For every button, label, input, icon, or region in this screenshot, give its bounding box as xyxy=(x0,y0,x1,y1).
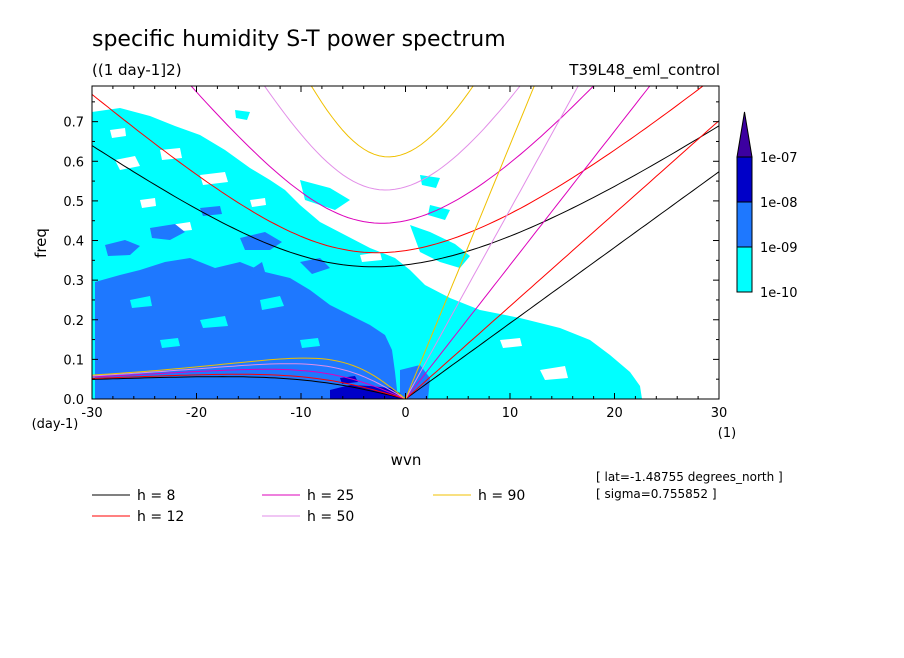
x-tick-label: -10 xyxy=(290,406,311,421)
y-tick-label: 0.7 xyxy=(63,116,84,131)
y-tick-label: 0.0 xyxy=(63,393,84,408)
run-label: T39L48_eml_control xyxy=(568,61,720,80)
colorbar-label-4: 1e-07 xyxy=(760,151,798,166)
legend-label-h50: h = 50 xyxy=(307,509,354,525)
sigma-annotation: [ sigma=0.755852 ] xyxy=(596,487,717,501)
y-axis-label: freq xyxy=(32,228,50,258)
inertia-gravity-curve-h90 xyxy=(310,86,474,158)
contour-level-1e-08 xyxy=(330,376,402,399)
colorbar-arrow xyxy=(736,111,753,158)
x-tick-label: -30 xyxy=(81,406,102,421)
x-axis-label: wvn xyxy=(391,451,422,469)
contour-gaps xyxy=(110,128,568,380)
legend: h = 8 h = 12 h = 25 h = 50 h = 90 xyxy=(92,488,525,525)
x-tick-label: 30 xyxy=(711,406,728,421)
x-axis: -30 -20 -10 0 10 20 30 xyxy=(81,86,727,421)
colorbar-segment-2 xyxy=(736,201,753,248)
y-unit-label: (day-1) xyxy=(32,417,79,432)
y-tick-label: 0.6 xyxy=(63,155,84,170)
rossby-curve-h8 xyxy=(92,376,406,399)
colorbar: 1e-10 1e-09 1e-08 1e-07 xyxy=(736,111,798,301)
x-tick-label: -20 xyxy=(186,406,207,421)
colorbar-label-2: 1e-09 xyxy=(760,241,798,256)
rossby-curve-h25 xyxy=(92,368,406,399)
kelvin-curve-h8 xyxy=(405,171,719,399)
colorbar-segment-3 xyxy=(736,156,753,203)
rossby-curve-h90 xyxy=(92,357,406,399)
y-tick-label: 0.1 xyxy=(63,353,84,368)
x-tick-label: 0 xyxy=(401,406,409,421)
latitude-annotation: [ lat=-1.48755 degrees_north ] xyxy=(596,470,783,484)
colorbar-label-1: 1e-10 xyxy=(760,286,798,301)
contour-fill-layer xyxy=(92,108,642,399)
rossby-curve-h50 xyxy=(92,363,406,399)
inertia-gravity-curve-h8 xyxy=(92,125,719,268)
y-tick-label: 0.2 xyxy=(63,314,84,329)
kelvin-curve-h90 xyxy=(405,86,535,399)
y-axis: 0.0 0.1 0.2 0.3 0.4 0.5 0.6 0.7 xyxy=(63,101,719,408)
legend-label-h12: h = 12 xyxy=(137,509,184,525)
y-tick-label: 0.5 xyxy=(63,195,84,210)
chart-subtitle: ((1 day-1]2) xyxy=(92,61,182,79)
x-tick-label: 10 xyxy=(502,406,519,421)
contour-level-1e-10-holes xyxy=(130,296,320,348)
x-unit-label: (1) xyxy=(718,426,736,441)
kelvin-curve-h12 xyxy=(405,120,719,399)
legend-label-h90: h = 90 xyxy=(478,488,525,504)
rossby-curve-h12 xyxy=(92,373,406,399)
kelvin-curve-h50 xyxy=(405,86,579,399)
legend-label-h8: h = 8 xyxy=(137,488,175,504)
legend-label-h25: h = 25 xyxy=(307,488,354,504)
inertia-gravity-curve-h50 xyxy=(263,86,521,191)
y-tick-label: 0.4 xyxy=(63,235,84,250)
colorbar-segment-1 xyxy=(736,246,753,293)
y-tick-label: 0.3 xyxy=(63,274,84,289)
colorbar-label-3: 1e-08 xyxy=(760,196,798,211)
kelvin-curve-h25 xyxy=(405,86,651,399)
chart-title: specific humidity S-T power spectrum xyxy=(92,27,506,52)
inertia-gravity-curve-h12 xyxy=(92,86,704,254)
x-tick-label: 20 xyxy=(606,406,623,421)
